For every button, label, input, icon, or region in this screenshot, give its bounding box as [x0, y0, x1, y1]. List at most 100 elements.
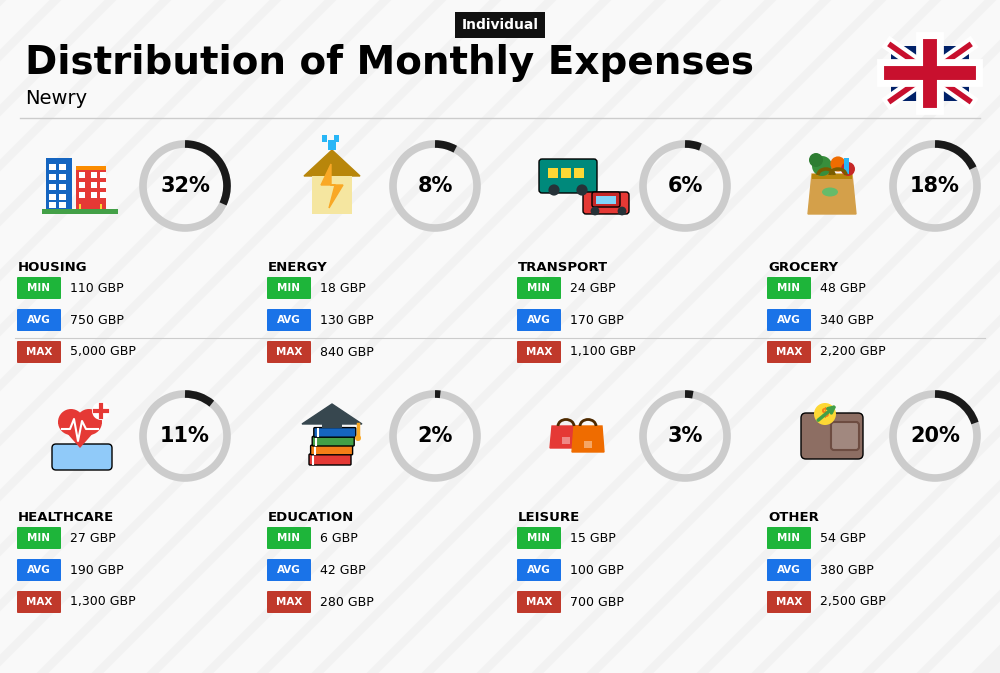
Text: 110 GBP: 110 GBP	[70, 281, 124, 295]
Text: 380 GBP: 380 GBP	[820, 563, 874, 577]
Polygon shape	[302, 404, 362, 424]
FancyBboxPatch shape	[17, 527, 61, 549]
Text: 170 GBP: 170 GBP	[570, 314, 624, 326]
Text: 2,200 GBP: 2,200 GBP	[820, 345, 886, 359]
FancyBboxPatch shape	[517, 527, 561, 549]
Text: HEALTHCARE: HEALTHCARE	[18, 511, 114, 524]
Text: AVG: AVG	[527, 315, 551, 325]
Bar	[100, 182, 106, 188]
Bar	[322, 420, 342, 428]
FancyBboxPatch shape	[267, 277, 311, 299]
Bar	[548, 168, 558, 178]
Bar	[59, 164, 66, 170]
Circle shape	[830, 156, 846, 172]
Bar	[100, 204, 102, 214]
Text: 3%: 3%	[667, 426, 703, 446]
Text: 5,000 GBP: 5,000 GBP	[70, 345, 136, 359]
Text: 18 GBP: 18 GBP	[320, 281, 366, 295]
Bar	[59, 174, 66, 180]
Text: AVG: AVG	[27, 565, 51, 575]
Bar	[79, 172, 85, 178]
Text: ENERGY: ENERGY	[268, 261, 328, 274]
Text: 2%: 2%	[417, 426, 453, 446]
Circle shape	[618, 207, 626, 215]
Bar	[812, 174, 852, 179]
Text: MAX: MAX	[776, 597, 802, 607]
Text: 54 GBP: 54 GBP	[820, 532, 866, 544]
FancyBboxPatch shape	[539, 159, 597, 193]
Text: 190 GBP: 190 GBP	[70, 563, 124, 577]
Text: 2,500 GBP: 2,500 GBP	[820, 596, 886, 608]
Bar	[322, 135, 327, 142]
FancyBboxPatch shape	[314, 427, 356, 437]
Text: MIN: MIN	[778, 533, 800, 543]
Text: MIN: MIN	[528, 533, 550, 543]
Text: Distribution of Monthly Expenses: Distribution of Monthly Expenses	[25, 44, 754, 82]
FancyBboxPatch shape	[267, 527, 311, 549]
Text: 8%: 8%	[417, 176, 453, 196]
Bar	[334, 135, 339, 142]
Circle shape	[576, 184, 588, 196]
FancyBboxPatch shape	[267, 559, 311, 581]
Text: 6 GBP: 6 GBP	[320, 532, 358, 544]
Text: MAX: MAX	[776, 347, 802, 357]
Bar	[76, 170, 106, 214]
Text: GROCERY: GROCERY	[768, 261, 838, 274]
Bar	[561, 168, 571, 178]
FancyBboxPatch shape	[517, 559, 561, 581]
Ellipse shape	[822, 188, 838, 197]
Text: 27 GBP: 27 GBP	[70, 532, 116, 544]
Circle shape	[92, 402, 110, 420]
Text: 750 GBP: 750 GBP	[70, 314, 124, 326]
Bar	[891, 46, 969, 100]
FancyBboxPatch shape	[17, 559, 61, 581]
FancyBboxPatch shape	[17, 277, 61, 299]
Text: EDUCATION: EDUCATION	[268, 511, 354, 524]
Text: AVG: AVG	[27, 315, 51, 325]
Text: 6%: 6%	[667, 176, 703, 196]
Bar	[79, 182, 85, 188]
Text: AVG: AVG	[527, 565, 551, 575]
FancyBboxPatch shape	[583, 192, 629, 214]
FancyBboxPatch shape	[267, 591, 311, 613]
FancyBboxPatch shape	[592, 192, 620, 207]
Text: 24 GBP: 24 GBP	[570, 281, 616, 295]
FancyBboxPatch shape	[517, 277, 561, 299]
Circle shape	[814, 403, 836, 425]
Text: MIN: MIN	[28, 533, 50, 543]
FancyBboxPatch shape	[312, 436, 354, 446]
Bar	[596, 197, 616, 204]
Polygon shape	[572, 426, 604, 452]
Text: OTHER: OTHER	[768, 511, 819, 524]
Circle shape	[76, 409, 102, 435]
Text: 20%: 20%	[910, 426, 960, 446]
Text: Individual: Individual	[462, 18, 538, 32]
FancyBboxPatch shape	[17, 591, 61, 613]
Polygon shape	[550, 426, 582, 448]
FancyBboxPatch shape	[767, 591, 811, 613]
Circle shape	[591, 207, 599, 215]
Text: 42 GBP: 42 GBP	[320, 563, 366, 577]
FancyBboxPatch shape	[767, 309, 811, 331]
Text: HOUSING: HOUSING	[18, 261, 88, 274]
Bar	[91, 182, 97, 188]
Text: 130 GBP: 130 GBP	[320, 314, 374, 326]
FancyBboxPatch shape	[767, 277, 811, 299]
Bar	[49, 194, 56, 200]
Text: MAX: MAX	[526, 347, 552, 357]
Text: 32%: 32%	[160, 176, 210, 196]
FancyBboxPatch shape	[267, 309, 311, 331]
Text: AVG: AVG	[777, 565, 801, 575]
Bar	[49, 202, 56, 208]
Text: MAX: MAX	[26, 347, 52, 357]
Polygon shape	[304, 150, 360, 176]
Bar	[49, 174, 56, 180]
Text: MIN: MIN	[28, 283, 50, 293]
Text: 1,100 GBP: 1,100 GBP	[570, 345, 636, 359]
Text: MIN: MIN	[278, 533, 300, 543]
Text: MAX: MAX	[276, 597, 302, 607]
Bar	[100, 192, 106, 198]
FancyBboxPatch shape	[517, 591, 561, 613]
Bar	[79, 204, 81, 214]
Text: TRANSPORT: TRANSPORT	[518, 261, 608, 274]
